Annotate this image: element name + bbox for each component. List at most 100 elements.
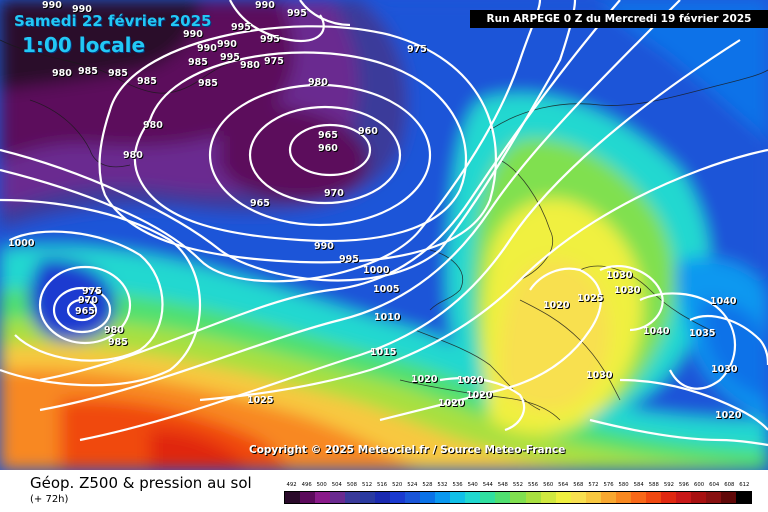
scale-label: 492 [286, 482, 297, 488]
isobar-label: 985 [188, 57, 208, 68]
isobar-label: 1020 [457, 375, 484, 386]
scale-label: 508 [346, 482, 357, 488]
map-canvas [0, 0, 768, 470]
isobar-label: 1020 [715, 410, 742, 421]
scale-swatch [555, 492, 571, 503]
scale-swatch [585, 492, 601, 503]
scale-swatch [690, 492, 706, 503]
scale-label: 608 [724, 482, 735, 488]
scale-label: 576 [603, 482, 614, 488]
scale-label: 612 [739, 482, 750, 488]
scale-swatch [285, 492, 301, 503]
scale-label: 544 [482, 482, 493, 488]
weather-map: 990 990 995 990 995 990 995 990 990 995 985 980 985 9… [0, 0, 768, 470]
color-scale-labels: 492 496 500 504 508 512 516 520 524 528 532 536 540 5… [284, 481, 752, 490]
isobar-label: 990 [72, 4, 92, 15]
scale-label: 500 [316, 482, 327, 488]
scale-swatch [345, 492, 361, 503]
isobar-label: 965 [250, 198, 270, 209]
isobar-label: 1040 [710, 296, 737, 307]
isobar-labels: 990 990 995 990 995 990 995 990 990 995 985 980 985 9… [8, 0, 742, 421]
scale-label: 556 [527, 482, 539, 488]
isobar-label: 990 [183, 29, 203, 40]
isobar-label: 975 [82, 286, 102, 297]
scale-label: 520 [392, 482, 403, 488]
scale-label: 596 [678, 482, 690, 488]
scale-swatch [420, 492, 436, 503]
scale-swatch [480, 492, 496, 503]
isobar-label: 1030 [614, 285, 641, 296]
isobar-label: 960 [358, 126, 378, 137]
isobar-label: 985 [198, 78, 218, 89]
isobar-label: 995 [260, 34, 280, 45]
forecast-lead-time: (+ 72h) [30, 494, 69, 505]
isobar-label: 960 [318, 143, 338, 154]
color-scale-bar [284, 491, 752, 504]
scale-swatch [600, 492, 616, 503]
scale-label: 600 [694, 482, 705, 488]
scale-label: 504 [331, 482, 342, 488]
isobar-label: 975 [407, 44, 427, 55]
scale-swatch [645, 492, 661, 503]
isobar-label: 1035 [689, 328, 716, 339]
isobar-label: 985 [78, 66, 98, 77]
scale-label: 516 [377, 482, 388, 488]
scale-swatch [300, 492, 316, 503]
scale-swatch [630, 492, 646, 503]
isobar-label: 1040 [643, 326, 670, 337]
isobar-label: 1030 [586, 370, 613, 381]
isobar-label: 1020 [466, 390, 493, 401]
scale-label: 572 [588, 482, 599, 488]
scale-label: 584 [633, 482, 644, 488]
isobar-label: 985 [108, 337, 128, 348]
isobar-label: 985 [108, 68, 128, 79]
forecast-time: 1:00 locale [22, 33, 146, 57]
isobar-label: 990 [42, 0, 62, 11]
scale-swatch [330, 492, 346, 503]
isobar-label: 1020 [411, 374, 438, 385]
scale-label: 564 [558, 482, 569, 488]
copyright-notice: Copyright © 2025 Meteociel.fr / Source M… [249, 444, 566, 456]
isobar-label: 980 [123, 150, 143, 161]
forecast-date: Samedi 22 février 2025 [14, 12, 212, 30]
isobar-label: 970 [78, 295, 98, 306]
scale-label: 580 [618, 482, 629, 488]
scale-swatch [525, 492, 541, 503]
scale-label: 540 [467, 482, 478, 488]
isobar-label: 1020 [438, 398, 465, 409]
scale-label: 592 [663, 482, 674, 488]
scale-swatch [720, 492, 736, 503]
isobar-lines [0, 0, 768, 447]
isobar-label: 965 [75, 306, 95, 317]
isobar-label: 1030 [606, 270, 633, 281]
isobar-label: 995 [339, 254, 359, 265]
isobar-label: 1015 [370, 347, 397, 358]
isobar-label: 980 [308, 77, 328, 88]
isobar-label: 995 [220, 52, 240, 63]
isobar-label: 965 [318, 130, 338, 141]
scale-swatch [450, 492, 466, 503]
isobar-label: 1000 [8, 238, 35, 249]
isobar-label: 990 [197, 43, 217, 54]
scale-swatch [315, 492, 331, 503]
scale-label: 512 [361, 482, 373, 488]
scale-label: 548 [497, 482, 508, 488]
scale-label: 604 [709, 482, 720, 488]
scale-swatch [615, 492, 631, 503]
scale-swatch [390, 492, 406, 503]
scale-label: 496 [301, 482, 312, 488]
isobar-label: 990 [314, 241, 334, 252]
isobar-label: 1010 [374, 312, 401, 323]
map-title: Géop. Z500 & pression au sol [30, 474, 252, 492]
model-run-banner: Run ARPEGE 0 Z du Mercredi 19 février 20… [470, 10, 768, 28]
geopotential-shading [0, 0, 768, 470]
isobar-label: 980 [143, 120, 163, 131]
scale-swatch [675, 492, 691, 503]
scale-label: 528 [422, 482, 433, 488]
isobar-label: 1030 [711, 364, 738, 375]
scale-label: 552 [512, 482, 524, 488]
isobar-label: 980 [52, 68, 72, 79]
scale-swatch [660, 492, 676, 503]
scale-swatch [705, 492, 721, 503]
scale-swatch [735, 492, 751, 503]
